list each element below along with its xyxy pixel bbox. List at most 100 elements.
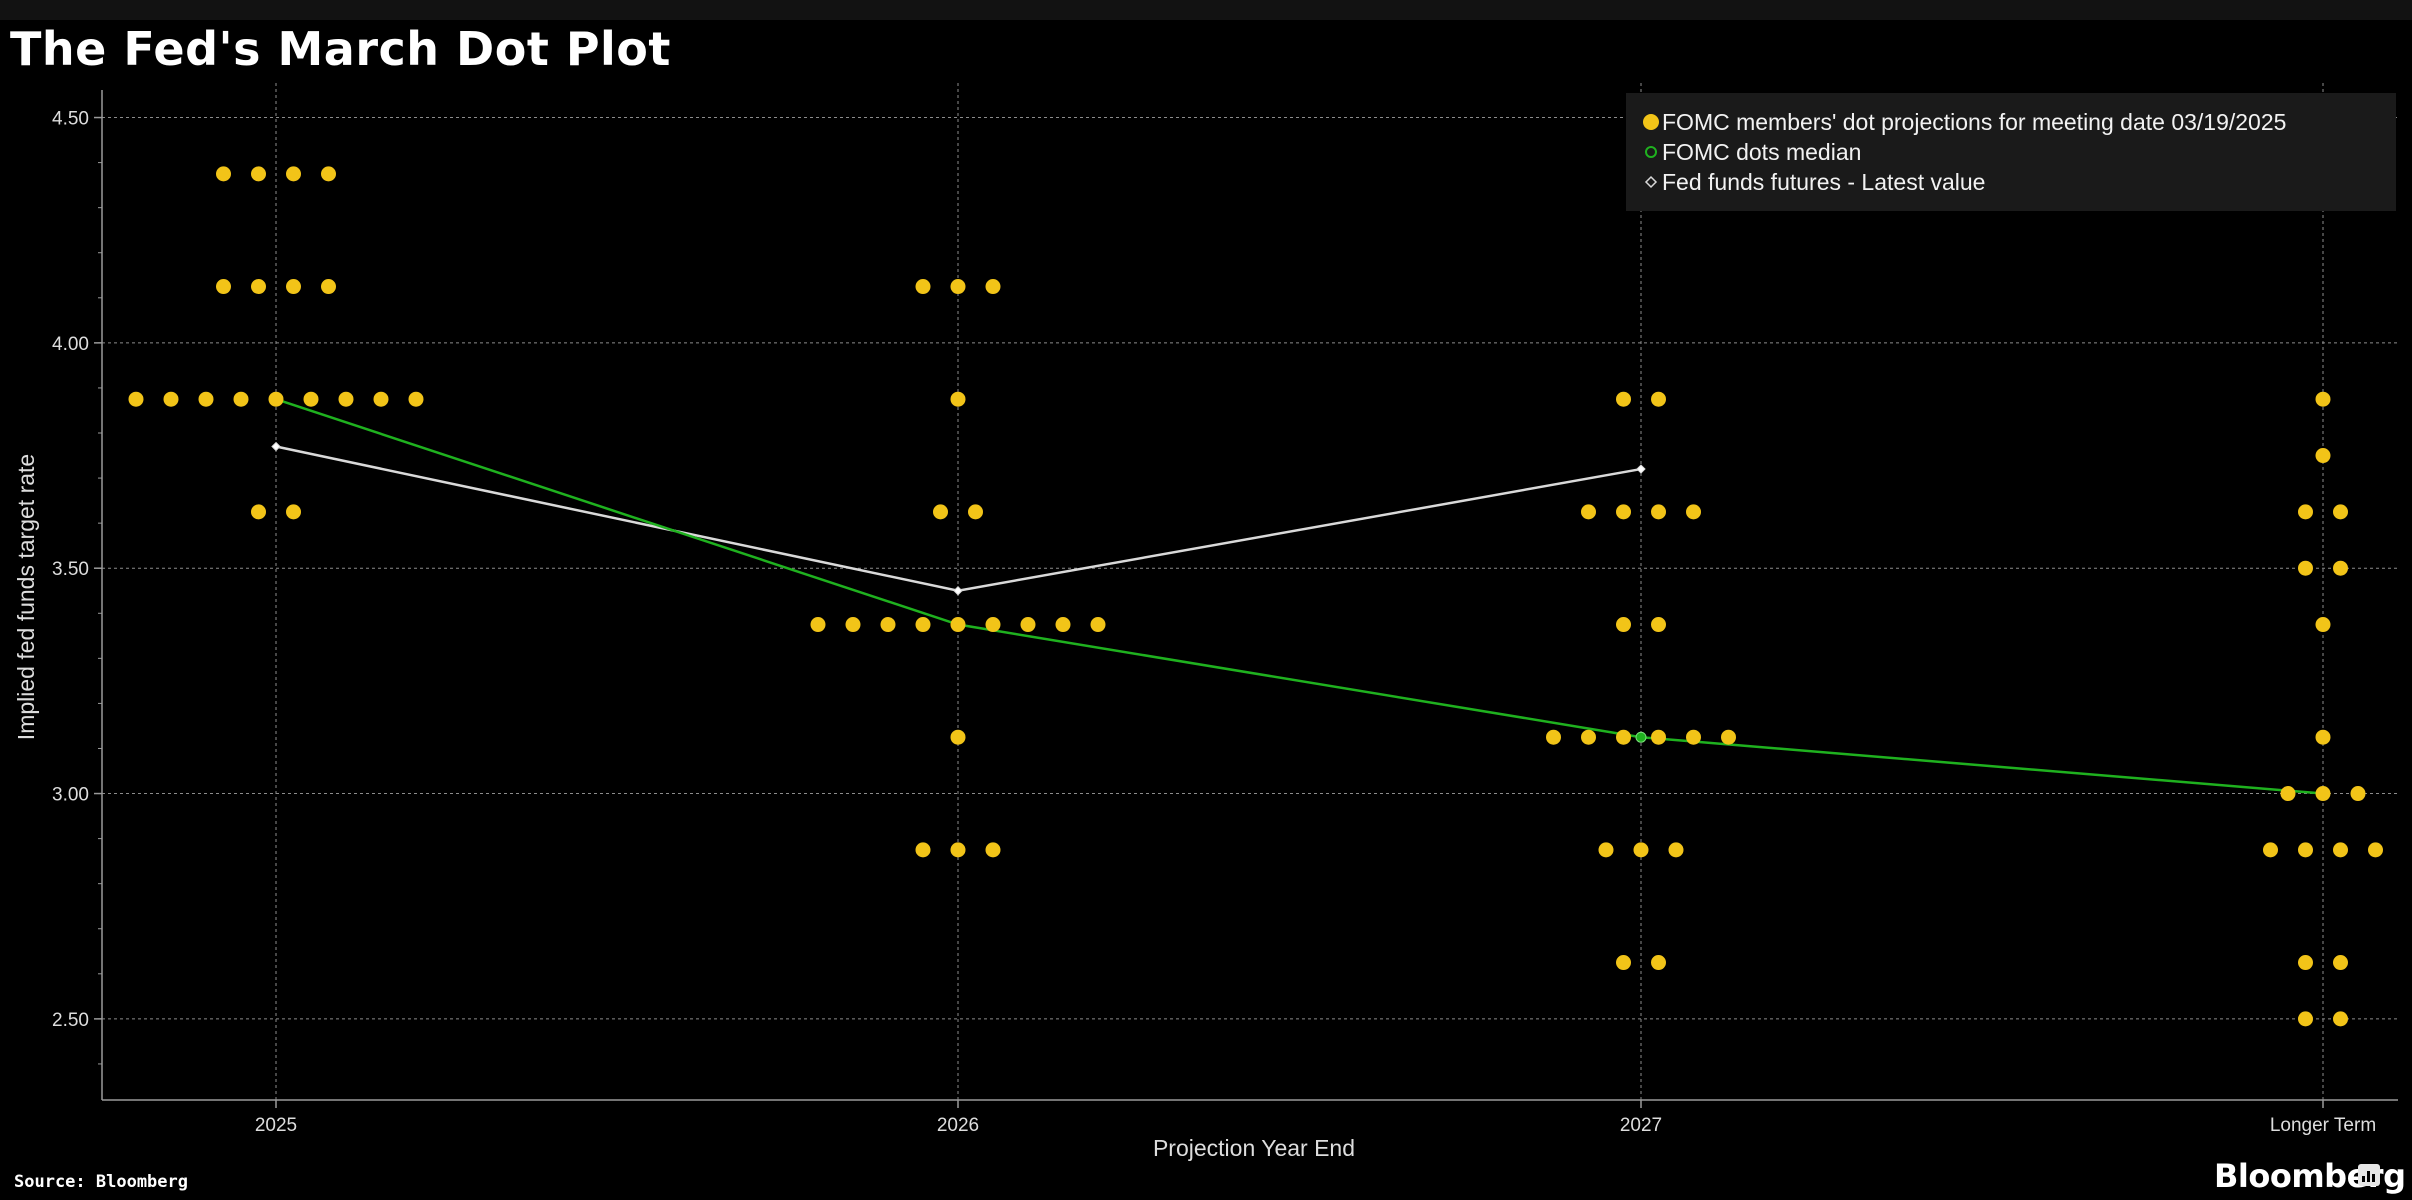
futures-point bbox=[1636, 464, 1646, 474]
y-tick-label: 2.50 bbox=[52, 1010, 89, 1031]
projection-dot bbox=[1668, 842, 1684, 858]
projection-dot bbox=[915, 617, 931, 633]
y-tick-label: 4.00 bbox=[52, 334, 89, 355]
projection-dot bbox=[1581, 729, 1596, 745]
projection-dot bbox=[1651, 617, 1666, 633]
projection-dot bbox=[845, 617, 861, 633]
projection-dot bbox=[216, 166, 231, 182]
chart-title: The Fed's March Dot Plot bbox=[10, 22, 671, 76]
projection-dot bbox=[2298, 842, 2313, 858]
projection-dot bbox=[286, 279, 301, 295]
legend-marker-dots bbox=[1643, 114, 1659, 130]
projection-dot bbox=[2350, 786, 2366, 802]
projection-dot bbox=[216, 279, 231, 295]
projection-dot bbox=[2315, 617, 2331, 633]
median-line bbox=[275, 398, 2324, 795]
y-axis-title: Implied fed funds target rate bbox=[13, 454, 39, 740]
futures-point bbox=[271, 441, 281, 452]
futures-point bbox=[953, 586, 963, 596]
projection-dot bbox=[233, 391, 249, 407]
projection-dot bbox=[950, 842, 966, 858]
projection-dot bbox=[950, 391, 966, 407]
x-tick-label: Longer Term bbox=[2270, 1115, 2376, 1136]
dot-projections-series bbox=[128, 166, 2383, 1027]
futures-series bbox=[271, 441, 1646, 596]
projection-dot bbox=[985, 617, 1001, 633]
median-point bbox=[1635, 731, 1647, 743]
projection-dot bbox=[373, 391, 389, 407]
projection-dot bbox=[2315, 729, 2331, 745]
projection-dot bbox=[950, 729, 966, 745]
projection-dot bbox=[1055, 617, 1071, 633]
projection-dot bbox=[1090, 617, 1106, 633]
legend-label-futures: Fed funds futures - Latest value bbox=[1662, 169, 1985, 195]
projection-dot bbox=[286, 166, 301, 182]
legend-label-dots: FOMC members' dot projections for meetin… bbox=[1662, 109, 2286, 135]
projection-dot bbox=[1020, 617, 1036, 633]
projection-dot bbox=[338, 391, 354, 407]
projection-dot bbox=[950, 279, 966, 295]
legend-marker-futures bbox=[1644, 175, 1658, 189]
y-tick-label: 4.50 bbox=[52, 109, 89, 130]
projection-dot bbox=[2333, 560, 2348, 576]
projection-dot bbox=[933, 504, 948, 520]
projection-dot bbox=[251, 279, 266, 295]
projection-dot bbox=[321, 166, 336, 182]
projection-dot bbox=[268, 391, 284, 407]
projection-dot bbox=[2315, 786, 2331, 802]
projection-dot bbox=[880, 617, 896, 633]
projection-dot bbox=[2333, 504, 2348, 520]
projection-dot bbox=[1616, 504, 1631, 520]
median-series bbox=[270, 393, 2329, 800]
projection-dot bbox=[1686, 504, 1701, 520]
projection-dot bbox=[1616, 729, 1631, 745]
projection-dot bbox=[1651, 729, 1666, 745]
projection-dot bbox=[2280, 786, 2296, 802]
projection-dot bbox=[2333, 842, 2348, 858]
legend: FOMC members' dot projections for meetin… bbox=[1626, 93, 2396, 211]
projection-dot bbox=[950, 617, 966, 633]
projection-dot bbox=[915, 279, 931, 295]
projection-dot bbox=[1581, 504, 1596, 520]
projection-dot bbox=[321, 279, 336, 295]
axes bbox=[101, 90, 2398, 1101]
projection-dot bbox=[163, 391, 179, 407]
projection-dot bbox=[286, 504, 301, 520]
projection-dot bbox=[1721, 729, 1736, 745]
legend-label-median: FOMC dots median bbox=[1662, 139, 1861, 165]
y-tick-label: 3.00 bbox=[52, 785, 89, 806]
bloomberg-chart-icon bbox=[2358, 1164, 2380, 1186]
projection-dot bbox=[251, 166, 266, 182]
projection-dot bbox=[1616, 955, 1631, 971]
x-tick-label: 2025 bbox=[255, 1115, 297, 1136]
projection-dot bbox=[2298, 955, 2313, 971]
projection-dot bbox=[1616, 391, 1631, 407]
y-tick-labels: 2.50 3.00 3.50 4.00 4.50 bbox=[52, 109, 89, 1031]
projection-dot bbox=[985, 279, 1001, 295]
projection-dot bbox=[2263, 842, 2278, 858]
top-bar bbox=[0, 0, 2412, 20]
projection-dot bbox=[251, 504, 266, 520]
projection-dot bbox=[1651, 391, 1666, 407]
x-tick-label: 2026 bbox=[937, 1115, 979, 1136]
legend-marker-median bbox=[1645, 146, 1657, 158]
projection-dot bbox=[198, 391, 214, 407]
projection-dot bbox=[303, 391, 319, 407]
projection-dot bbox=[2315, 391, 2331, 407]
x-axis-title: Projection Year End bbox=[1153, 1135, 1355, 1161]
projection-dot bbox=[810, 617, 826, 633]
projection-dot bbox=[2298, 560, 2313, 576]
projection-dot bbox=[1598, 842, 1614, 858]
x-tick-labels: 2025 2026 2027 Longer Term bbox=[255, 1115, 2376, 1136]
y-tick-label: 3.50 bbox=[52, 559, 89, 580]
legend-background bbox=[1626, 93, 2396, 211]
x-tick-label: 2027 bbox=[1620, 1115, 1662, 1136]
projection-dot bbox=[1651, 955, 1666, 971]
projection-dot bbox=[985, 842, 1001, 858]
projection-dot bbox=[2315, 448, 2331, 464]
projection-dot bbox=[1616, 617, 1631, 633]
projection-dot bbox=[128, 391, 144, 407]
projection-dot bbox=[2368, 842, 2383, 858]
projection-dot bbox=[408, 391, 424, 407]
